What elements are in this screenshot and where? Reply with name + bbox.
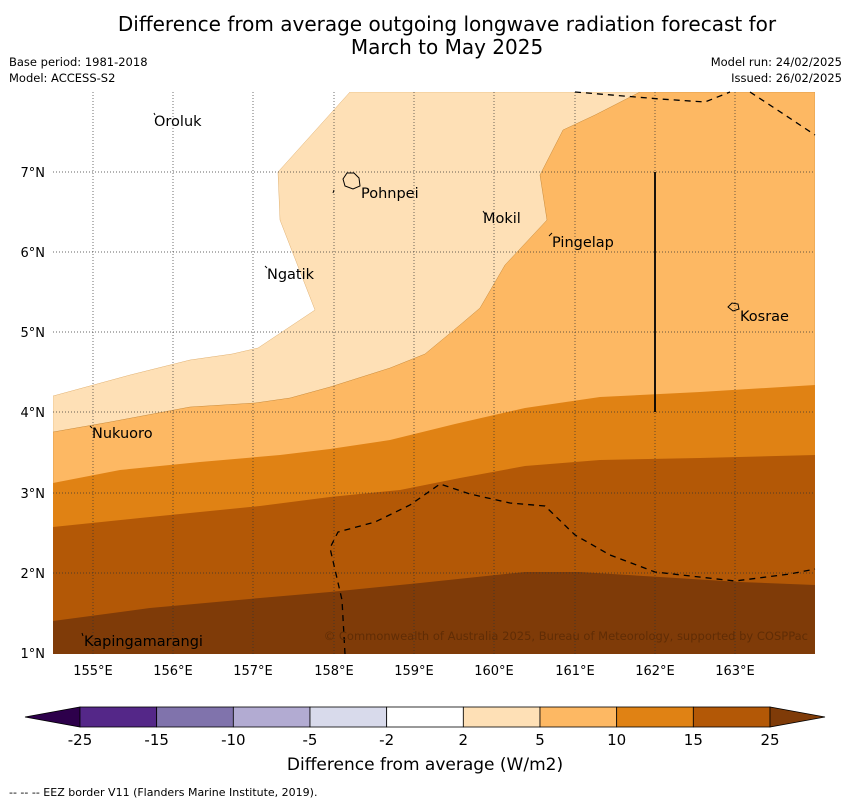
colorbar-tick-label: 25 — [760, 731, 779, 749]
colorbar: -25 -15 -10 -5 -2 2 5 10 15 25 — [24, 706, 826, 749]
label-pohnpei: Pohnpei — [361, 186, 419, 202]
label-kapingamarangi: Kapingamarangi — [84, 634, 203, 650]
colorbar-tick-label: -5 — [303, 731, 318, 749]
colorbar-segment — [539, 706, 618, 728]
copyright-notice: © Commonwealth of Australia 2025, Bureau… — [324, 629, 808, 643]
eez-footnote: -- -- -- EEZ border V11 (Flanders Marine… — [9, 786, 318, 799]
label-mokil: Mokil — [483, 211, 521, 227]
colorbar-tick-label: 5 — [535, 731, 545, 749]
band-over-25 — [53, 572, 815, 654]
colorbar-segment — [309, 706, 388, 728]
colorbar-segment — [79, 706, 158, 728]
colorbar-arrow-low — [24, 706, 81, 728]
lon-label: 161°E — [555, 664, 595, 679]
label-ngatik: Ngatik — [267, 267, 315, 283]
chart-title: Difference from average outgoing longwav… — [0, 13, 850, 59]
lon-label: 159°E — [394, 664, 434, 679]
colorbar-tick-label: -15 — [144, 731, 169, 749]
lon-label: 162°E — [635, 664, 675, 679]
lat-label: 2°N — [21, 567, 46, 582]
colorbar-tick-label: -2 — [379, 731, 394, 749]
lon-axis-labels: 155°E 156°E 157°E 158°E 159°E 160°E 161°… — [73, 664, 755, 679]
colorbar-tick-label: 2 — [459, 731, 469, 749]
lon-label: 158°E — [314, 664, 354, 679]
colorbar-tick-label: -25 — [68, 731, 93, 749]
lat-label: 4°N — [21, 406, 46, 421]
base-period: Base period: 1981-2018 — [9, 55, 148, 69]
forecast-map: Oroluk Pohnpei Mokil Pingelap Ngatik Kos… — [21, 91, 826, 749]
colorbar-label: Difference from average (W/m2) — [286, 755, 564, 775]
colorbar-segment — [616, 706, 694, 728]
eez-borders — [329, 91, 816, 655]
colorbar-segment — [386, 706, 464, 728]
model-run: Model run: 24/02/2025 — [710, 55, 842, 69]
label-pingelap: Pingelap — [552, 235, 614, 251]
island-shape-pohnpei — [342, 172, 361, 190]
anomaly-contours — [53, 92, 815, 654]
meta-right: Model run: 24/02/2025 Issued: 26/02/2025 — [711, 54, 842, 86]
colorbar-segment — [462, 706, 541, 728]
islands — [81, 112, 740, 637]
colorbar-tick-label: 15 — [684, 731, 703, 749]
meta-left: Base period: 1981-2018 Model: ACCESS-S2 — [9, 54, 148, 86]
lat-label: 7°N — [21, 166, 46, 181]
model-name: Model: ACCESS-S2 — [9, 71, 116, 85]
colorbar-segment — [232, 706, 311, 728]
issued-date: Issued: 26/02/2025 — [731, 71, 842, 85]
label-oroluk: Oroluk — [154, 114, 202, 130]
label-kosrae: Kosrae — [740, 309, 789, 325]
lat-axis-labels: 7°N 6°N 5°N 4°N 3°N 2°N 1°N — [21, 166, 46, 662]
lat-label: 6°N — [21, 246, 46, 261]
place-labels: Oroluk Pohnpei Mokil Pingelap Ngatik Kos… — [84, 114, 789, 650]
lat-label: 1°N — [21, 647, 46, 662]
lat-label: 3°N — [21, 487, 46, 502]
label-nukuoro: Nukuoro — [92, 426, 153, 442]
lon-label: 156°E — [153, 664, 193, 679]
colorbar-segment — [692, 706, 771, 728]
lon-label: 155°E — [73, 664, 113, 679]
lon-label: 157°E — [233, 664, 273, 679]
title-line-2: March to May 2025 — [350, 35, 544, 59]
colorbar-arrow-high — [769, 706, 826, 728]
colorbar-segment — [156, 706, 234, 728]
lon-label: 163°E — [715, 664, 755, 679]
colorbar-tick-label: -10 — [221, 731, 246, 749]
title-line-1: Difference from average outgoing longwav… — [117, 12, 777, 36]
lat-label: 5°N — [21, 326, 46, 341]
island-shape-kosrae — [727, 302, 740, 312]
colorbar-tick-label: 10 — [607, 731, 626, 749]
graticule — [53, 92, 815, 654]
lon-label: 160°E — [474, 664, 514, 679]
